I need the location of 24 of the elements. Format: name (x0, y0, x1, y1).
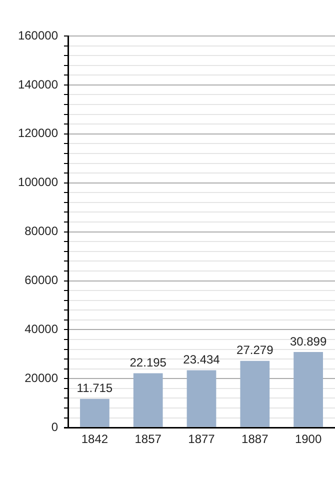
x-tick-label: 1842 (81, 432, 108, 446)
y-tick-label: 0 (51, 420, 58, 434)
data-label: 23.434 (183, 352, 220, 367)
y-tick-label: 20000 (24, 370, 58, 385)
y-tick-label: 60000 (24, 273, 58, 288)
x-tick-label: 1887 (242, 432, 269, 446)
x-tick-label: 1900 (294, 432, 322, 446)
y-tick-label: 140000 (18, 77, 58, 92)
x-tick-label: 1877 (188, 432, 216, 446)
bar (133, 373, 163, 427)
bar (186, 370, 216, 427)
y-tick-label: 120000 (18, 126, 58, 140)
data-label: 11.715 (76, 381, 113, 396)
y-tick-label: 100000 (18, 175, 58, 190)
bar (240, 360, 270, 427)
data-label: 30.899 (290, 334, 327, 348)
y-tick-label: 160000 (18, 28, 58, 42)
bar (80, 398, 110, 427)
y-tick-label: 80000 (24, 224, 58, 238)
x-tick-label: 1857 (134, 432, 162, 446)
data-label: 27.279 (236, 343, 274, 358)
data-label: 22.195 (130, 356, 167, 370)
y-tick-label: 40000 (24, 322, 58, 336)
bar (294, 352, 323, 427)
